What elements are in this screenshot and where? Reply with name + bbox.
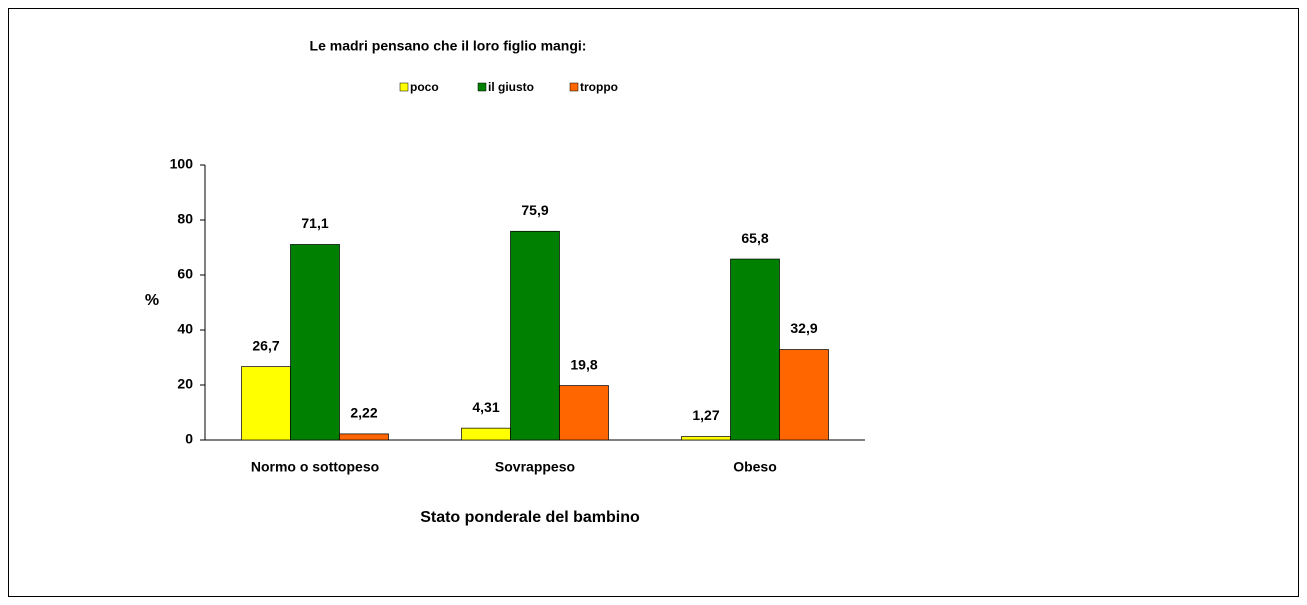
bar [681, 436, 731, 441]
legend-swatch [569, 82, 579, 92]
bar [559, 385, 609, 441]
y-tick-label: 80 [177, 211, 193, 227]
value-label: 1,27 [692, 407, 719, 423]
y-tick-label: 60 [177, 266, 193, 282]
y-axis-label: % [145, 292, 159, 309]
legend-label: il giusto [488, 80, 534, 94]
value-label: 19,8 [570, 356, 597, 372]
bar [510, 230, 560, 441]
value-label: 32,9 [790, 320, 817, 336]
y-tick-label: 20 [177, 376, 193, 392]
y-tick-label: 0 [185, 431, 193, 447]
value-label: 75,9 [521, 202, 548, 218]
bar [241, 366, 291, 441]
value-label: 26,7 [252, 337, 279, 353]
x-tick-label: Sovrappeso [495, 459, 575, 475]
legend-label: poco [410, 80, 439, 94]
frame [8, 8, 1299, 597]
x-tick-label: Obeso [733, 459, 777, 475]
legend-swatch [477, 82, 487, 92]
bar [339, 433, 389, 441]
value-label: 71,1 [301, 215, 328, 231]
bar [779, 349, 829, 441]
y-tick-label: 40 [177, 321, 193, 337]
chart-title: Le madri pensano che il loro figlio mang… [310, 38, 587, 54]
y-tick-label: 100 [170, 156, 194, 172]
bar [730, 258, 780, 441]
value-label: 2,22 [350, 405, 377, 421]
x-tick-label: Normo o sottopeso [251, 459, 379, 475]
bar [290, 244, 340, 441]
x-axis-label: Stato ponderale del bambino [420, 509, 640, 526]
legend-swatch [399, 82, 409, 92]
value-label: 4,31 [472, 399, 499, 415]
bar [461, 427, 511, 441]
legend-label: troppo [580, 80, 618, 94]
value-label: 65,8 [741, 230, 768, 246]
